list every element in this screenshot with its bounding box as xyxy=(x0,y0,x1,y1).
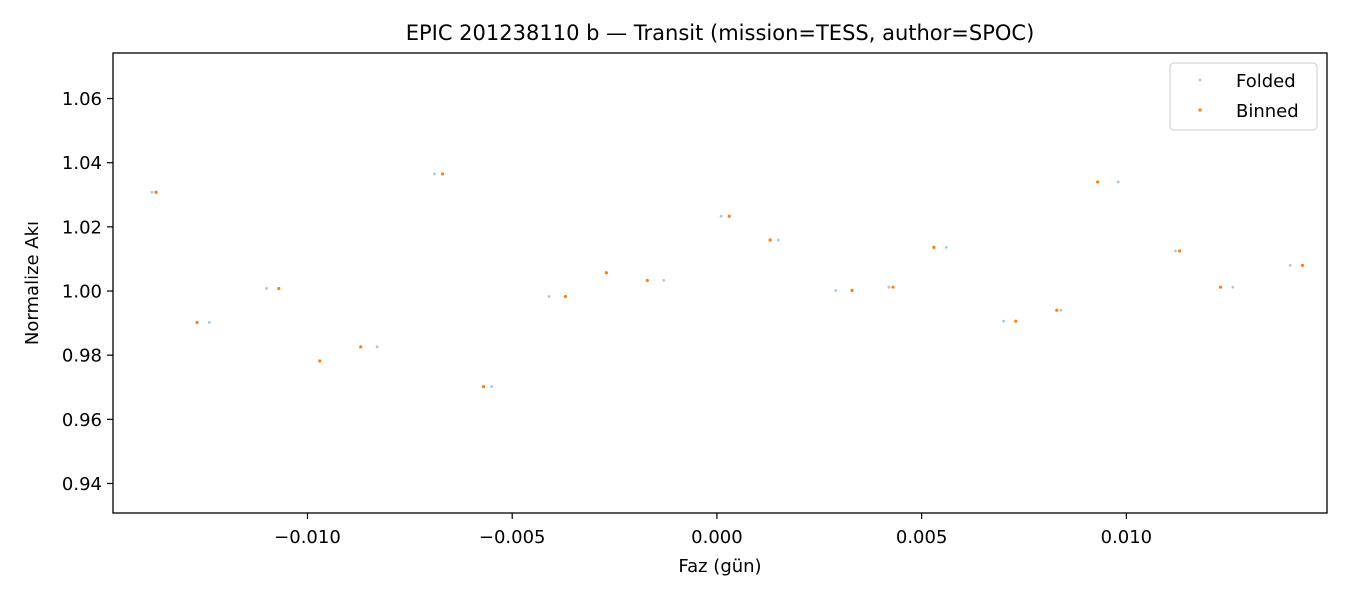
plot-frame xyxy=(112,52,1328,514)
data-point-folded xyxy=(1116,180,1120,184)
data-point-folded xyxy=(834,288,838,292)
data-point-binned xyxy=(645,278,649,283)
y-tick-label: 1.02 xyxy=(62,217,102,238)
legend-label-binned: Binned xyxy=(1236,101,1299,122)
data-point-folded xyxy=(944,245,948,249)
data-point-binned xyxy=(604,271,608,275)
data-point-folded xyxy=(547,295,551,298)
data-point-folded xyxy=(490,385,494,389)
legend: Folded Binned xyxy=(1169,62,1318,131)
data-point-folded xyxy=(662,279,666,282)
data-point-folded xyxy=(1059,308,1063,312)
data-point-binned xyxy=(277,286,281,291)
y-tick-label: 1.06 xyxy=(62,89,102,110)
data-point-binned xyxy=(154,190,158,194)
data-point-binned xyxy=(1014,319,1018,323)
y-tick-label: 0.94 xyxy=(62,474,102,495)
legend-marker-binned xyxy=(1198,108,1202,112)
data-point-folded xyxy=(433,172,436,176)
data-point-binned xyxy=(1055,308,1059,312)
legend-label-folded: Folded xyxy=(1236,71,1296,92)
data-point-folded xyxy=(1231,285,1235,289)
data-point-folded xyxy=(776,238,780,242)
data-point-folded xyxy=(719,214,723,218)
data-point-folded xyxy=(887,285,891,289)
y-tick-label: 0.98 xyxy=(62,346,102,367)
y-tick-label: 1.00 xyxy=(62,282,102,303)
data-point-binned xyxy=(1178,249,1182,253)
y-axis-ticks: 0.94 0.96 0.98 1.00 1.02 1.04 1.06 xyxy=(62,89,113,495)
x-axis-label: Faz (gün) xyxy=(678,556,761,577)
data-point-folded xyxy=(265,287,268,290)
x-axis-ticks: −0.010 −0.005 0.000 0.005 0.010 xyxy=(274,513,1152,548)
x-tick-label: −0.005 xyxy=(479,527,546,548)
data-point-folded xyxy=(375,345,379,349)
data-point-binned xyxy=(891,285,895,289)
data-point-binned xyxy=(195,320,199,325)
data-point-folded xyxy=(150,190,154,194)
x-tick-label: 0.010 xyxy=(1101,527,1153,548)
data-point-binned xyxy=(850,288,854,292)
y-tick-label: 1.04 xyxy=(62,153,102,174)
x-tick-label: 0.000 xyxy=(691,527,743,548)
data-point-binned xyxy=(481,385,486,389)
data-point-folded xyxy=(207,321,211,324)
data-point-binned xyxy=(932,245,936,249)
y-axis-label: Normalize Akı xyxy=(22,221,43,345)
legend-marker-folded xyxy=(1198,78,1202,82)
data-point-binned xyxy=(359,345,363,349)
data-point-folded xyxy=(1288,263,1292,267)
data-point-binned xyxy=(563,294,568,299)
data-point-binned xyxy=(727,214,731,218)
x-tick-label: 0.005 xyxy=(896,527,948,548)
plot-points xyxy=(150,172,1305,389)
data-point-folded xyxy=(1174,249,1177,253)
x-tick-label: −0.010 xyxy=(274,527,341,548)
data-point-folded xyxy=(1002,319,1005,323)
legend-box xyxy=(1169,62,1318,131)
data-point-binned xyxy=(441,172,445,176)
chart-title: EPIC 201238110 b — Transit (mission=TESS… xyxy=(406,21,1035,45)
y-tick-label: 0.96 xyxy=(62,410,102,431)
data-point-binned xyxy=(1300,263,1305,267)
data-point-binned xyxy=(1096,180,1100,184)
data-point-binned xyxy=(768,238,772,242)
data-point-binned xyxy=(318,359,322,363)
data-point-binned xyxy=(1218,285,1223,289)
